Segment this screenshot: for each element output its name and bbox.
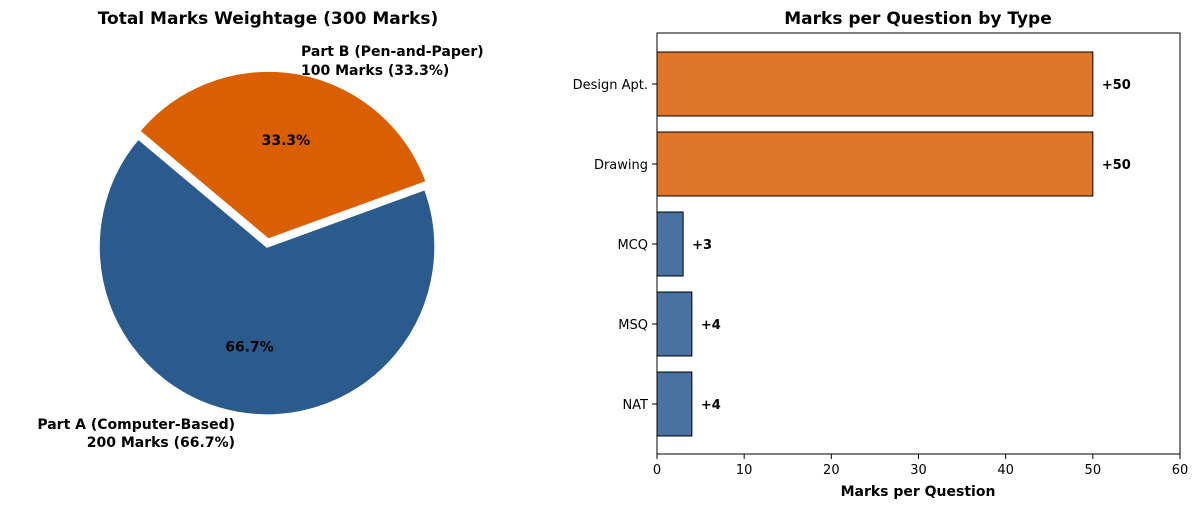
x-tick-label: 60 xyxy=(1172,463,1189,478)
x-tick-label: 40 xyxy=(997,463,1014,478)
x-tick-label: 20 xyxy=(823,463,840,478)
bar-msq xyxy=(656,291,693,357)
x-tick-label: 0 xyxy=(653,463,661,478)
bar-mcq xyxy=(656,211,684,277)
pie-chart: Total Marks Weightage (300 Marks) 66.7% … xyxy=(37,9,483,451)
pie-label-part-a-marks: 200 Marks (66.7%) xyxy=(87,435,235,451)
x-tick-label: 30 xyxy=(910,463,927,478)
y-tick-label: MSQ xyxy=(618,318,648,333)
pie-label-part-a-name: Part A (Computer-Based) xyxy=(37,417,235,433)
bar-value-label: +50 xyxy=(1102,158,1131,173)
bar-title: Marks per Question by Type xyxy=(784,9,1052,29)
bar-marks: +50 +50 +3 +4 +4 xyxy=(656,51,1131,437)
bar-drawing xyxy=(656,131,1094,197)
bar-value-label: +50 xyxy=(1102,78,1131,93)
bar-value-label: +3 xyxy=(692,238,712,253)
y-tick-label: Drawing xyxy=(594,158,648,173)
bar-value-label: +4 xyxy=(701,318,721,333)
bar-value-label: +4 xyxy=(701,398,721,413)
pie-slice-part-b xyxy=(138,70,428,240)
bar-design-apt xyxy=(656,51,1094,117)
y-tick-label: Design Apt. xyxy=(573,78,648,93)
pie-title: Total Marks Weightage (300 Marks) xyxy=(98,9,439,29)
pie-pct-part-a: 66.7% xyxy=(225,339,274,355)
pie-label-part-b-marks: 100 Marks (33.3%) xyxy=(301,63,449,79)
bar-ticks: Design Apt. Drawing MCQ MSQ NAT 0 10 20 30 40 50 60 xyxy=(573,78,1189,478)
pie-slices xyxy=(98,70,436,416)
x-axis-label: Marks per Question xyxy=(841,484,996,500)
pie-pct-part-b: 33.3% xyxy=(262,133,311,149)
y-tick-label: NAT xyxy=(622,398,648,413)
pie-label-part-b-name: Part B (Pen-and-Paper) xyxy=(301,44,484,60)
x-tick-label: 10 xyxy=(736,463,753,478)
bar-chart: Marks per Question by Type +50+50+3+4+4 … xyxy=(573,9,1189,500)
plot-frame xyxy=(656,32,1181,455)
bar-nat xyxy=(656,371,693,437)
y-tick-label: MCQ xyxy=(617,238,648,253)
x-tick-label: 50 xyxy=(1085,463,1102,478)
pie-slice-part-a xyxy=(98,137,436,416)
